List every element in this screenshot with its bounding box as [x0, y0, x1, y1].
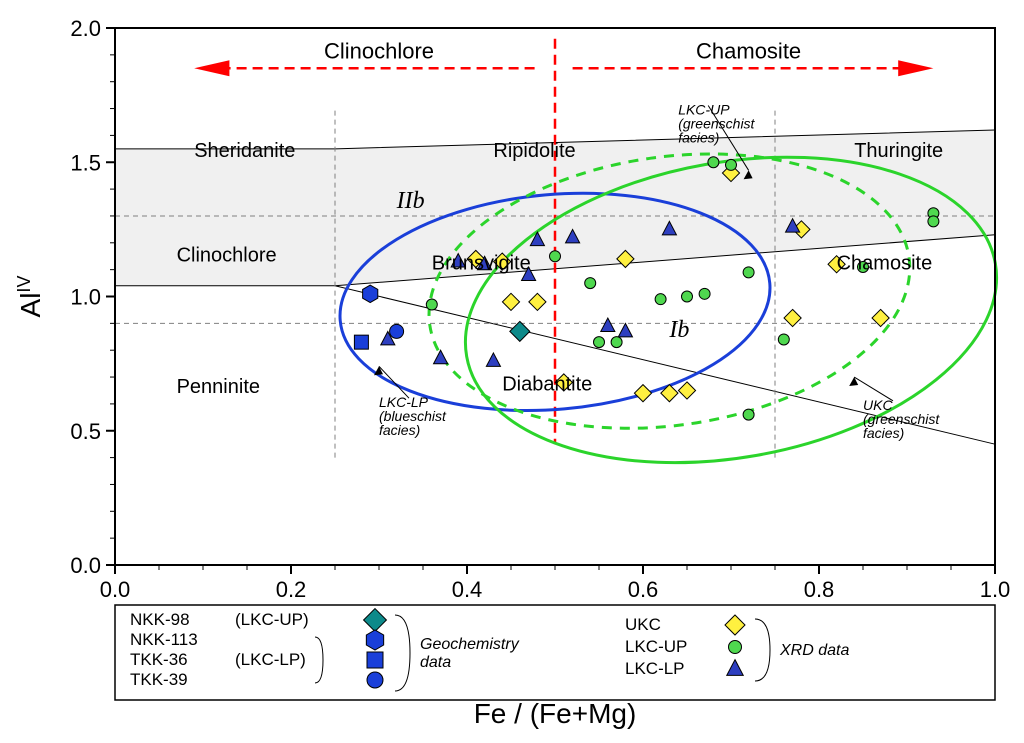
region-label: Clinochlore	[177, 245, 277, 267]
x-tick-label: 0.0	[100, 577, 131, 602]
region-label: Diabantite	[502, 373, 592, 395]
point-LKC-LP	[434, 350, 448, 363]
point-TKK-39	[390, 324, 404, 338]
annotation-text: facies)	[379, 422, 420, 438]
x-tick-label: 0.4	[452, 577, 483, 602]
point-LKC-UP	[743, 409, 754, 420]
arrow-left-icon	[194, 60, 229, 76]
y-tick-label: 2.0	[70, 16, 101, 41]
point-LKC-UP	[594, 337, 605, 348]
point-NKK-98	[510, 321, 530, 341]
chart-container: Clinochlore Chamosite Sheridanite Ripidolit…	[10, 10, 1014, 733]
x-tick-label: 0.2	[276, 577, 307, 602]
x-tick-label: 1.0	[980, 577, 1011, 602]
legend-group-title: Geochemistry	[420, 636, 520, 653]
region-label: Brunsvigite	[432, 253, 531, 275]
legend-label: TKK-36	[130, 650, 188, 669]
y-axis-title: AlIV	[14, 276, 46, 318]
annotation-text: facies)	[678, 129, 719, 145]
point-NKK-113	[363, 285, 378, 303]
legend-marker-LKC-UP	[729, 641, 742, 654]
point-UKC	[678, 382, 695, 399]
y-tick-label: 1.0	[70, 285, 101, 310]
region-label: Thuringite	[854, 140, 943, 162]
top-label-right: Chamosite	[696, 38, 801, 63]
point-UKC	[502, 293, 519, 310]
polytype-label: IIb	[396, 188, 425, 214]
point-LKC-UP	[743, 267, 754, 278]
y-tick-label: 0.5	[70, 419, 101, 444]
legend-marker-TKK-36	[367, 652, 383, 668]
point-LKC-UP	[426, 299, 437, 310]
point-TKK-36	[354, 335, 368, 349]
point-LKC-LP	[601, 318, 615, 331]
chart-svg: Clinochlore Chamosite Sheridanite Ripidolit…	[10, 10, 1014, 733]
point-LKC-UP	[611, 337, 622, 348]
annotation-text: facies)	[863, 425, 904, 441]
legend-label: UKC	[625, 615, 661, 634]
top-label-left: Clinochlore	[324, 38, 434, 63]
point-LKC-UP	[655, 294, 666, 305]
point-LKC-UP	[682, 291, 693, 302]
point-UKC	[872, 309, 889, 326]
legend-note: (LKC-UP)	[235, 610, 309, 629]
point-LKC-UP	[778, 334, 789, 345]
legend-note: (LKC-LP)	[235, 650, 306, 669]
point-UKC	[784, 309, 801, 326]
y-tick-label: 0.0	[70, 553, 101, 578]
point-LKC-UP	[726, 159, 737, 170]
point-LKC-UP	[928, 216, 939, 227]
legend-label: TKK-39	[130, 670, 188, 689]
legend-group-title: XRD data	[779, 642, 849, 659]
x-tick-label: 0.6	[628, 577, 659, 602]
legend-marker-NKK-113	[366, 630, 383, 650]
legend-label: NKK-98	[130, 610, 190, 629]
point-LKC-UP	[708, 157, 719, 168]
point-LKC-UP	[585, 278, 596, 289]
x-axis-title: Fe / (Fe+Mg)	[474, 698, 637, 729]
region-label: Sheridanite	[194, 140, 295, 162]
legend-marker-TKK-39	[367, 672, 383, 688]
point-UKC	[529, 293, 546, 310]
point-LKC-LP	[486, 353, 500, 366]
x-tick-label: 0.8	[804, 577, 835, 602]
polytype-label: Ib	[668, 317, 689, 343]
point-LKC-UP	[550, 251, 561, 262]
point-LKC-LP	[618, 323, 632, 336]
point-UKC	[634, 385, 651, 402]
arrow-right-icon	[898, 60, 933, 76]
region-label: Ripidolite	[493, 140, 575, 162]
legend-group-title: data	[420, 654, 451, 671]
annotation-arrowhead-icon	[374, 366, 383, 375]
region-label: Penninite	[177, 376, 260, 398]
point-LKC-UP	[699, 288, 710, 299]
legend-label: NKK-113	[130, 630, 198, 649]
legend-label: LKC-UP	[625, 637, 687, 656]
region-label: Chamosite	[837, 253, 933, 275]
legend-label: LKC-LP	[625, 659, 685, 678]
y-tick-label: 1.5	[70, 150, 101, 175]
